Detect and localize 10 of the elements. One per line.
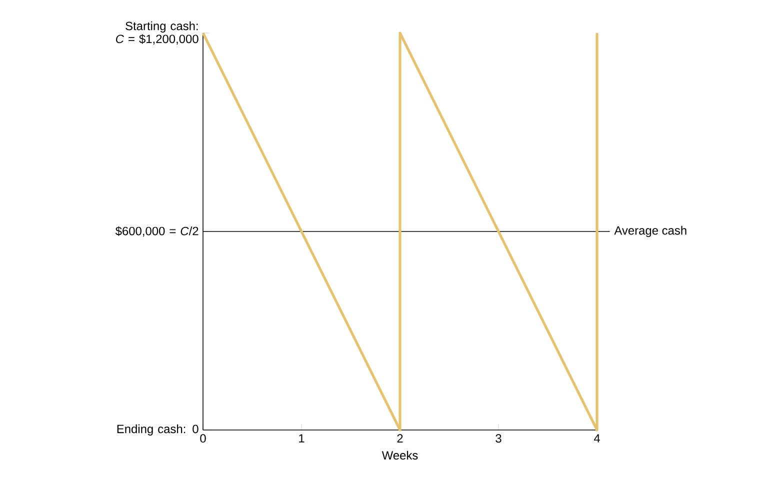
x-axis-title: Weeks	[382, 450, 418, 460]
x-tick-label: 0	[200, 434, 206, 443]
ref-line-label: Average cash	[614, 226, 686, 238]
y-tick-label: Starting cash: C = $1,200,000	[116, 21, 198, 45]
x-tick-label: 3	[496, 434, 502, 443]
x-tick-label: 2	[397, 434, 403, 443]
y-tick-label: Ending cash: 0	[117, 424, 198, 436]
y-tick-label: $600,000 = C/2	[115, 226, 198, 237]
x-tick-label: 4	[594, 434, 600, 442]
x-tick-label: 1	[299, 434, 304, 442]
